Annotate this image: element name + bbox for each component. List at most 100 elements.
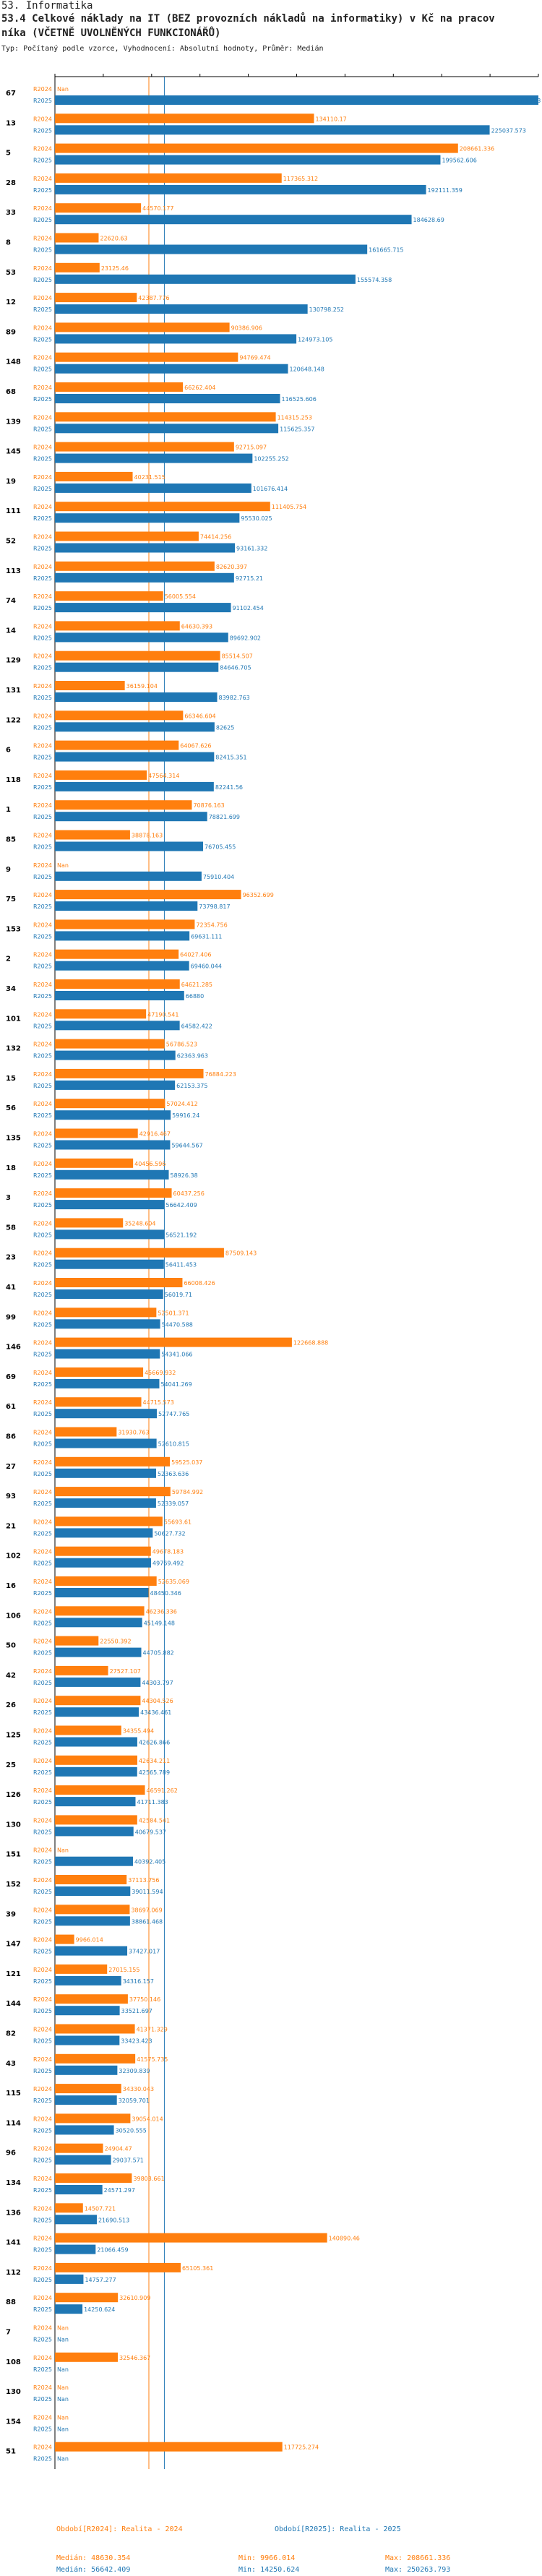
group-id-label: 82 <box>6 2030 16 2038</box>
series-label-r2025: R2025 <box>33 1352 52 1358</box>
value-label-r2025: 124973.105 <box>298 336 332 343</box>
group-id-label: 1 <box>6 806 11 814</box>
group-id-label: 96 <box>6 2150 16 2158</box>
series-label-r2024: R2024 <box>33 1131 52 1138</box>
legend-r2025-min: Min: 14250.624 <box>238 2566 300 2574</box>
group-id-label: 86 <box>6 1433 16 1441</box>
value-label-r2024: 59784.992 <box>172 1489 203 1495</box>
group-id-label: 34 <box>6 985 16 993</box>
value-label-r2024: 87509.143 <box>225 1250 257 1257</box>
group-id-label: 7 <box>6 2329 11 2337</box>
series-label-r2024: R2024 <box>33 1579 52 1585</box>
series-label-r2025: R2025 <box>33 1381 52 1388</box>
value-label-r2024: 27527.107 <box>110 1668 141 1675</box>
value-label-r2025: 39011.594 <box>132 1889 163 1895</box>
value-label-r2025: 40679.537 <box>135 1829 166 1835</box>
bar-r2024 <box>55 1337 292 1347</box>
series-label-r2025: R2025 <box>33 665 52 671</box>
value-label-r2025: 161665.715 <box>369 247 403 254</box>
bar-r2025 <box>55 1349 160 1359</box>
group-id-label: 106 <box>6 1612 21 1620</box>
bar-r2024 <box>55 1994 128 2004</box>
value-label-r2025: 52363.636 <box>158 1471 189 1477</box>
bar-r2025 <box>55 1826 134 1837</box>
bar-r2025 <box>55 1856 133 1866</box>
series-label-r2025: R2025 <box>33 1918 52 1925</box>
series-label-r2025: R2025 <box>33 874 52 880</box>
value-label-r2024: 39803.661 <box>133 2176 164 2182</box>
series-label-r2025: R2025 <box>33 1769 52 1776</box>
series-label-r2024: R2024 <box>33 952 52 958</box>
series-label-r2024: R2024 <box>33 116 52 122</box>
value-label-r2025: 14250.624 <box>84 2306 115 2313</box>
value-label-r2024: 42634.211 <box>139 1758 170 1764</box>
value-label-r2024: 52635.069 <box>158 1579 189 1585</box>
series-label-r2024: R2024 <box>33 2295 52 2301</box>
value-label-r2025: 82241.56 <box>215 784 243 791</box>
value-label-r2025: 32309.839 <box>119 2068 150 2074</box>
group-id-label: 50 <box>6 1642 16 1650</box>
legend-r2025-title: Období[R2025]: Realita - 2025 <box>275 2525 401 2533</box>
value-label-r2024: 34355.494 <box>123 1728 154 1735</box>
bar-r2025 <box>55 1766 137 1777</box>
series-label-r2025: R2025 <box>33 366 52 373</box>
group-id-label: 15 <box>6 1075 16 1083</box>
value-label-r2025: 84646.705 <box>220 665 251 671</box>
series-label-r2025: R2025 <box>33 1590 52 1597</box>
bar-r2024 <box>55 1576 157 1586</box>
series-label-r2024: R2024 <box>33 2384 52 2391</box>
series-label-r2024: R2024 <box>33 1101 52 1107</box>
bar-r2024 <box>55 2143 103 2153</box>
group-id-label: 121 <box>6 1970 21 1978</box>
bar-r2024 <box>55 1218 124 1228</box>
bar-r2025 <box>55 752 215 762</box>
bar-r2024 <box>55 471 133 481</box>
bar-r2025 <box>55 1169 169 1180</box>
series-label-r2025: R2025 <box>33 2217 52 2223</box>
group-id-label: 13 <box>6 119 16 127</box>
group-id-label: 146 <box>6 1344 21 1352</box>
series-label-r2024: R2024 <box>33 1220 52 1227</box>
bar-r2025 <box>55 1259 164 1269</box>
group-id-label: 51 <box>6 2448 16 2456</box>
value-label-r2024: 40456.596 <box>134 1161 165 1167</box>
series-label-r2025: R2025 <box>33 2306 52 2313</box>
series-label-r2024: R2024 <box>33 534 52 541</box>
value-label-r2024: 24904.47 <box>105 2146 132 2152</box>
value-label-r2025: 56642.409 <box>165 1202 197 1208</box>
value-label-r2024: 66346.604 <box>184 713 215 719</box>
value-label-r2025: 43436.461 <box>140 1709 171 1716</box>
bar-r2025 <box>55 722 215 732</box>
bar-r2025 <box>55 991 184 1000</box>
value-label-r2025: 40392.405 <box>134 1859 165 1866</box>
bar-r2024 <box>55 1158 134 1168</box>
bar-r2024 <box>55 2293 119 2303</box>
value-label-r2024: 208661.336 <box>460 146 494 153</box>
value-label-r2024: 60437.256 <box>173 1190 205 1197</box>
bar-r2024 <box>55 830 130 840</box>
series-label-r2025: R2025 <box>33 217 52 223</box>
series-label-r2025: R2025 <box>33 1650 52 1657</box>
bar-r2025 <box>55 1021 180 1031</box>
value-label-r2024: 9966.014 <box>76 1937 103 1944</box>
value-label-r2025: 54341.066 <box>161 1352 192 1358</box>
value-label-r2025: 49769.492 <box>152 1560 184 1567</box>
value-label-r2025: 192111.359 <box>428 187 463 194</box>
group-id-label: 74 <box>6 597 16 605</box>
series-label-r2024: R2024 <box>33 564 52 570</box>
bar-r2025 <box>55 1588 149 1597</box>
group-id-label: 141 <box>6 2239 21 2247</box>
bar-r2024 <box>55 1636 99 1646</box>
bar-r2024 <box>55 1456 171 1467</box>
bar-r2024 <box>55 2113 131 2124</box>
series-label-r2024: R2024 <box>33 1340 52 1347</box>
group-id-label: 33 <box>6 209 16 217</box>
series-label-r2025: R2025 <box>33 1112 52 1119</box>
value-label-r2025: 73798.817 <box>199 903 230 910</box>
value-label-r2025: 82625 <box>216 724 234 731</box>
series-label-r2024: R2024 <box>33 1907 52 1913</box>
series-label-r2024: R2024 <box>33 743 52 750</box>
series-label-r2024: R2024 <box>33 295 52 301</box>
group-id-label: 99 <box>6 1313 16 1321</box>
bar-r2025 <box>55 274 356 284</box>
